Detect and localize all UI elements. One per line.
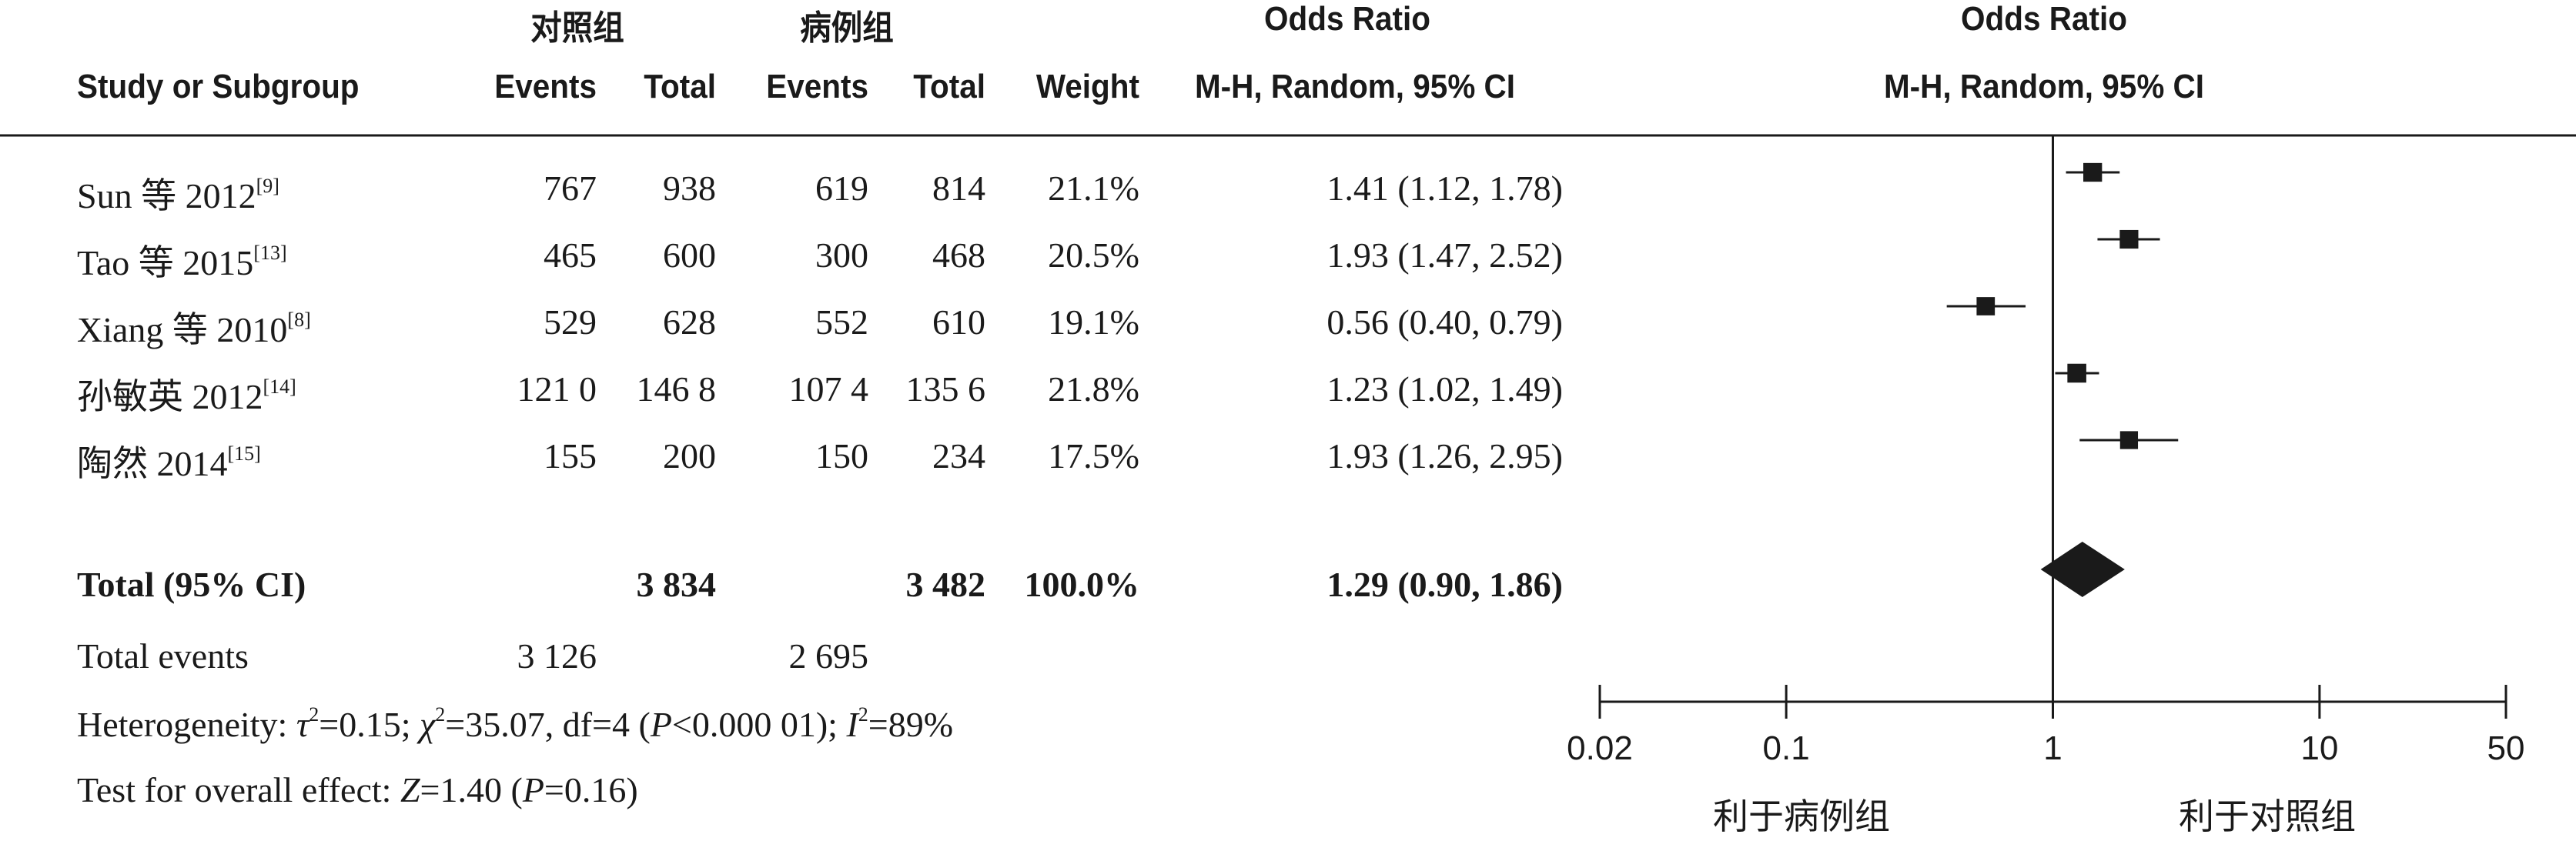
weight-cell: 21.8% [1048, 369, 1139, 409]
axis-tick-label: 0.1 [1762, 729, 1810, 767]
study-name: Tao 等 2015[13] [77, 242, 287, 283]
weight-column-header: Weight [1035, 68, 1139, 105]
events1-cell: 767 [544, 169, 597, 208]
events1-cell: 529 [544, 302, 597, 342]
method-column-header: M-H, Random, 95% CI [1194, 68, 1516, 105]
axis-tick-label: 0.02 [1567, 729, 1633, 767]
effect-square [2083, 162, 2103, 182]
study-ref: [8] [287, 309, 311, 331]
odds-ratio-column-header: Odds Ratio [1264, 0, 1430, 38]
study-name: 陶然 2014[15] [77, 442, 261, 484]
study-ref: [13] [253, 242, 287, 264]
ci-cell: 1.93 (1.26, 2.95) [1326, 436, 1563, 476]
total1-sum: 3 834 [636, 565, 717, 604]
effect-square [1976, 297, 1996, 315]
weight-cell: 21.1% [1048, 169, 1139, 208]
effect-square [2119, 431, 2139, 449]
weight-cell: 19.1% [1048, 302, 1139, 342]
total2-cell: 814 [932, 169, 985, 208]
method-plot-header: M-H, Random, 95% CI [1883, 68, 2205, 105]
axis-tick-label: 50 [2487, 729, 2525, 767]
overall-effect-text: Test for overall effect: Z=1.40 (P=0.16) [77, 770, 638, 809]
events2-column-header: Events [766, 68, 868, 105]
total1-cell: 628 [663, 302, 716, 342]
total-ci: 1.29 (0.90, 1.86) [1326, 565, 1563, 604]
ci-cell: 0.56 (0.40, 0.79) [1326, 302, 1563, 342]
events1-cell: 155 [544, 436, 597, 476]
total2-cell: 135 6 [905, 369, 986, 409]
effect-square [2067, 363, 2086, 383]
ci-cell: 1.41 (1.12, 1.78) [1326, 169, 1563, 208]
total2-cell: 468 [932, 235, 985, 275]
total-weight: 100.0% [1024, 565, 1140, 604]
events2-cell: 107 4 [788, 369, 869, 409]
total1-cell: 200 [663, 436, 716, 476]
axis-tick-label: 10 [2300, 729, 2339, 767]
study-ref: [15] [227, 442, 261, 465]
events2-cell: 619 [815, 169, 868, 208]
effect-square [2119, 229, 2139, 249]
total1-cell: 600 [663, 235, 716, 275]
total2-cell: 610 [932, 302, 985, 342]
total1-cell: 938 [663, 169, 716, 208]
weight-cell: 20.5% [1048, 235, 1139, 275]
total-events-label: Total events [77, 636, 249, 676]
study-column-header: Study or Subgroup [77, 68, 360, 105]
total-events1: 3 126 [517, 636, 597, 676]
weight-cell: 17.5% [1048, 436, 1139, 476]
events1-cell: 121 0 [517, 369, 597, 409]
total1-cell: 146 8 [636, 369, 717, 409]
events1-column-header: Events [494, 68, 597, 105]
axis-tick-label: 1 [2043, 729, 2062, 767]
events1-cell: 465 [544, 235, 597, 275]
ci-cell: 1.23 (1.02, 1.49) [1326, 369, 1563, 409]
total2-sum: 3 482 [905, 565, 986, 604]
heterogeneity-text: Heterogeneity: τ2=0.15; χ2=35.07, df=4 (… [77, 703, 954, 745]
study-name: Xiang 等 2010[8] [77, 309, 311, 350]
total-label: Total (95% CI) [77, 565, 306, 604]
total-events2: 2 695 [788, 636, 869, 676]
total1-column-header: Total [644, 68, 716, 105]
ci-cell: 1.93 (1.47, 2.52) [1326, 235, 1563, 275]
study-name: 孙敏英 2012[14] [77, 375, 296, 417]
study-name: Sun 等 2012[9] [77, 175, 279, 216]
total2-cell: 234 [932, 436, 985, 476]
case-group-header: 病例组 [800, 9, 894, 47]
control-group-header: 对照组 [530, 9, 624, 47]
events2-cell: 300 [815, 235, 868, 275]
odds-ratio-plot-header: Odds Ratio [1961, 0, 2127, 38]
events2-cell: 150 [815, 436, 868, 476]
study-ref: [14] [263, 375, 296, 398]
events2-cell: 552 [815, 302, 868, 342]
pooled-diamond [2040, 542, 2125, 597]
study-ref: [9] [256, 175, 279, 197]
favors-control-group-label: 利于对照组 [2179, 796, 2356, 836]
total2-column-header: Total [913, 68, 985, 105]
favors-case-group-label: 利于病例组 [1713, 796, 1890, 836]
